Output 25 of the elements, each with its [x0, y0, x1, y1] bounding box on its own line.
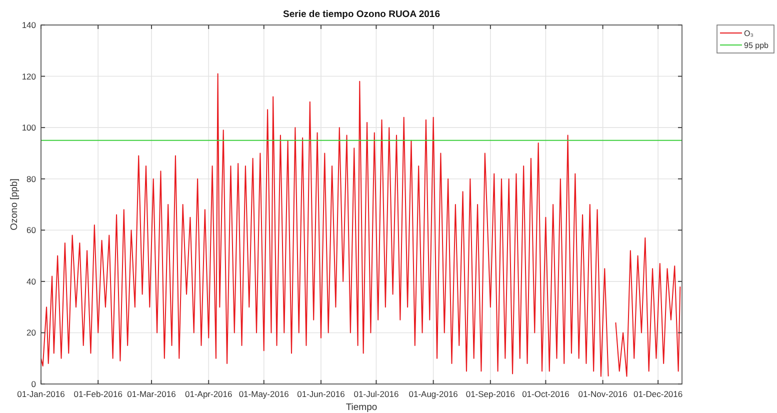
y-tick-label: 120 — [22, 71, 36, 82]
x-tick-label: 01-Apr-2016 — [184, 389, 233, 399]
y-tick-label: 80 — [26, 174, 36, 184]
y-tick-label: 0 — [31, 379, 36, 389]
legend-label: 95 ppb — [744, 41, 770, 50]
legend-label: O₃ — [744, 29, 754, 38]
x-tick-label: 01-Mar-2016 — [127, 389, 176, 399]
chart-title: Serie de tiempo Ozono RUOA 2016 — [283, 9, 440, 20]
y-tick-label: 60 — [26, 225, 36, 236]
y-tick-label: 20 — [26, 328, 36, 338]
x-tick-label: 01-Oct-2016 — [522, 389, 570, 399]
y-tick-label: 140 — [22, 20, 36, 30]
x-tick-label: 01-Jul-2016 — [354, 389, 399, 399]
x-tick-label: 01-Aug-2016 — [408, 389, 458, 399]
y-tick-label: 40 — [26, 276, 36, 286]
x-tick-label: 01-May-2016 — [238, 389, 290, 399]
y-tick-label: 100 — [22, 122, 36, 133]
x-tick-label: 01-Sep-2016 — [466, 389, 516, 399]
y-axis-title: Ozono [ppb] — [9, 178, 20, 230]
x-axis-title: Tiempo — [346, 402, 378, 413]
x-tick-label: 01-Nov-2016 — [578, 389, 628, 399]
x-tick-label: 01-Dec-2016 — [633, 389, 683, 399]
x-tick-label: 01-Jan-2016 — [17, 389, 66, 399]
x-tick-label: 01-Feb-2016 — [74, 389, 123, 399]
x-tick-label: 01-Jun-2016 — [297, 389, 346, 399]
